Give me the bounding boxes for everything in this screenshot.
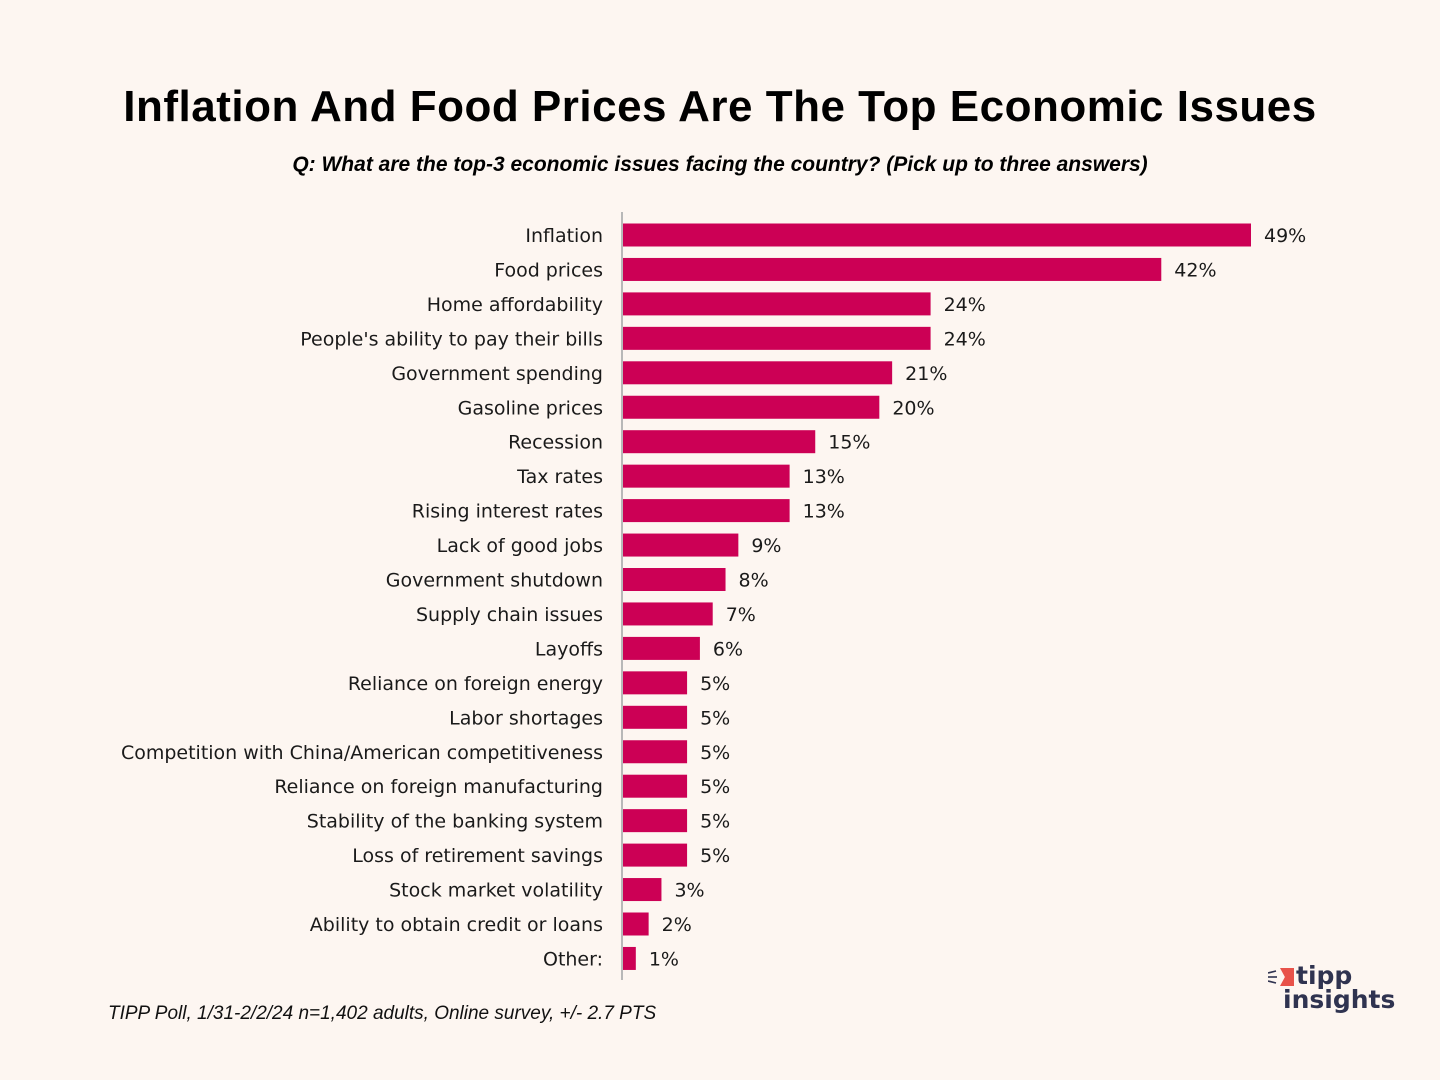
value-label: 13% bbox=[803, 466, 845, 488]
bar bbox=[623, 257, 1162, 281]
bar bbox=[623, 878, 662, 902]
bar bbox=[623, 946, 636, 970]
bar bbox=[623, 740, 688, 764]
category-label: Reliance on foreign manufacturing bbox=[274, 776, 603, 798]
bar bbox=[623, 671, 688, 695]
bar bbox=[623, 843, 688, 867]
value-label: 3% bbox=[674, 880, 704, 902]
value-label: 21% bbox=[905, 363, 947, 385]
chart-title: Inflation And Food Prices Are The Top Ec… bbox=[123, 82, 1317, 131]
bar bbox=[623, 430, 816, 454]
footnote-source: TIPP Poll, 1/31-2/2/24 n=1,402 adults, O… bbox=[108, 1003, 657, 1024]
value-label: 9% bbox=[751, 535, 781, 557]
flag-icon bbox=[1280, 968, 1294, 986]
value-label: 5% bbox=[700, 811, 730, 833]
category-label: Recession bbox=[508, 432, 603, 454]
value-label: 5% bbox=[700, 776, 730, 798]
category-label: Stability of the banking system bbox=[307, 811, 603, 833]
category-label: Layoffs bbox=[535, 638, 603, 660]
value-label: 49% bbox=[1264, 225, 1306, 247]
bar bbox=[623, 602, 713, 626]
tipp-insights-logo: tipp insights bbox=[1268, 962, 1428, 1022]
category-label: Competition with China/American competit… bbox=[121, 742, 603, 764]
logo-text-tipp: tipp bbox=[1296, 961, 1353, 990]
category-label: Government shutdown bbox=[386, 570, 603, 592]
bar bbox=[623, 223, 1251, 247]
bar bbox=[623, 568, 726, 591]
category-label: Other: bbox=[543, 948, 603, 970]
category-label: Loss of retirement savings bbox=[352, 845, 603, 867]
category-label: Government spending bbox=[391, 363, 603, 385]
value-label: 5% bbox=[700, 742, 730, 764]
category-label: Stock market volatility bbox=[389, 880, 603, 902]
value-label: 6% bbox=[713, 638, 743, 660]
bar bbox=[623, 533, 739, 557]
category-label: Food prices bbox=[494, 259, 603, 281]
bar bbox=[623, 361, 893, 385]
category-label: People's ability to pay their bills bbox=[300, 328, 603, 350]
category-label: Home affordability bbox=[427, 294, 603, 316]
value-label: 5% bbox=[700, 707, 730, 729]
value-label: 15% bbox=[828, 432, 870, 454]
value-label: 42% bbox=[1174, 259, 1216, 281]
value-label: 5% bbox=[700, 673, 730, 695]
value-label: 20% bbox=[892, 397, 934, 419]
bar bbox=[623, 705, 688, 729]
signal-lines-icon bbox=[1268, 970, 1277, 984]
value-label: 2% bbox=[662, 914, 692, 936]
bar bbox=[623, 292, 931, 316]
value-label: 13% bbox=[803, 501, 845, 523]
category-label: Labor shortages bbox=[449, 707, 603, 729]
bar bbox=[623, 499, 790, 523]
bar bbox=[623, 912, 649, 936]
value-label: 8% bbox=[739, 570, 769, 592]
category-label: Supply chain issues bbox=[416, 604, 603, 626]
value-label: 24% bbox=[944, 328, 986, 350]
value-label: 24% bbox=[944, 294, 986, 316]
category-label: Reliance on foreign energy bbox=[348, 673, 603, 695]
value-label: 7% bbox=[726, 604, 756, 626]
bar bbox=[623, 464, 790, 488]
value-label: 5% bbox=[700, 845, 730, 867]
bar bbox=[623, 326, 931, 350]
category-label: Tax rates bbox=[516, 466, 603, 488]
chart-subtitle: Q: What are the top-3 economic issues fa… bbox=[292, 153, 1148, 176]
category-label: Inflation bbox=[525, 225, 603, 247]
bar bbox=[623, 636, 700, 660]
value-label: 1% bbox=[649, 948, 679, 970]
category-label: Gasoline prices bbox=[458, 397, 603, 419]
bar bbox=[623, 774, 688, 798]
logo-text-insights: insights bbox=[1283, 985, 1396, 1014]
category-label: Ability to obtain credit or loans bbox=[310, 914, 603, 936]
category-label: Lack of good jobs bbox=[437, 535, 603, 557]
bar bbox=[623, 395, 880, 419]
category-label: Rising interest rates bbox=[412, 501, 603, 523]
bar bbox=[623, 809, 688, 833]
